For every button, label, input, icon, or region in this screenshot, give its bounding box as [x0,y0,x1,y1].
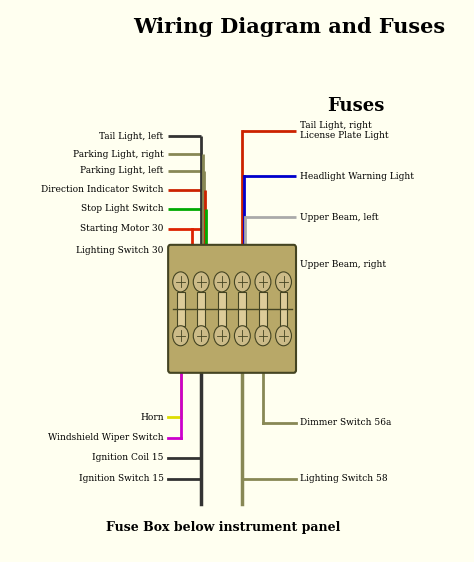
Circle shape [193,326,209,346]
Text: Ignition Coil 15: Ignition Coil 15 [92,454,164,463]
Text: Tail Light, left: Tail Light, left [100,132,164,141]
Circle shape [275,326,292,346]
Text: Stop Light Switch: Stop Light Switch [81,204,164,213]
Text: Lighting Switch 58: Lighting Switch 58 [301,474,388,483]
Text: Headlight Warning Light: Headlight Warning Light [301,172,414,181]
Text: Dimmer Switch 56a: Dimmer Switch 56a [301,418,392,427]
Circle shape [235,326,250,346]
Bar [259,292,267,326]
Bar [218,292,226,326]
Circle shape [275,272,292,292]
Circle shape [255,272,271,292]
Bar [197,292,205,326]
Text: Starting Motor 30: Starting Motor 30 [81,224,164,233]
Text: Wiring Diagram and Fuses: Wiring Diagram and Fuses [133,17,446,37]
Bar [238,292,246,326]
Text: Fuses: Fuses [327,97,384,115]
Text: Upper Beam, left: Upper Beam, left [301,212,379,221]
Text: Ignition Switch 15: Ignition Switch 15 [79,474,164,483]
Circle shape [193,272,209,292]
Text: Upper Beam, right: Upper Beam, right [301,260,387,269]
Circle shape [173,272,189,292]
Text: Lighting Switch 30: Lighting Switch 30 [76,247,164,256]
Circle shape [214,326,230,346]
Bar [280,292,288,326]
Text: Parking Light, left: Parking Light, left [81,166,164,175]
Text: Parking Light, right: Parking Light, right [73,149,164,158]
Text: Horn: Horn [140,413,164,422]
Text: Tail Light, right
License Plate Light: Tail Light, right License Plate Light [301,121,389,140]
Circle shape [173,326,189,346]
Circle shape [255,326,271,346]
Text: Direction Indicator Switch: Direction Indicator Switch [41,185,164,194]
Circle shape [235,272,250,292]
Text: Fuse Box below instrument panel: Fuse Box below instrument panel [106,521,340,534]
Bar [177,292,184,326]
FancyBboxPatch shape [168,245,296,373]
Circle shape [214,272,230,292]
Text: Windshield Wiper Switch: Windshield Wiper Switch [48,433,164,442]
